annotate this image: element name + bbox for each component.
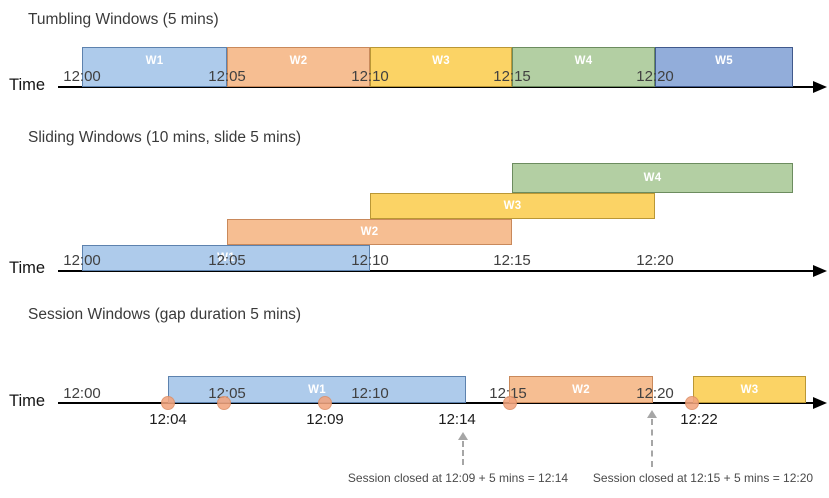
session-section-title: Session Windows (gap duration 5 mins) — [28, 306, 302, 323]
tumbling-window-box-w1: W1 — [82, 47, 227, 87]
sliding-section-title: Sliding Windows (10 mins, slide 5 mins) — [28, 129, 302, 146]
window-label: W5 — [715, 55, 733, 67]
event-dot — [318, 396, 332, 410]
session-closed-annotation-2: Session closed at 12:15 + 5 mins = 12:20 — [592, 471, 814, 485]
event-dot — [685, 396, 699, 410]
tick-label: 12:10 — [351, 252, 389, 269]
event-time-label: 12:04 — [149, 411, 187, 428]
window-label: W4 — [574, 55, 593, 67]
up-arrow-icon — [458, 432, 468, 440]
tick-label: 12:05 — [208, 252, 246, 269]
tumbling-window-box-w4: W4 — [512, 47, 655, 87]
tick-label: 12:00 — [63, 252, 101, 269]
tumbling-window-box-w5: W5 — [655, 47, 793, 87]
event-time-label: 12:22 — [680, 411, 718, 428]
event-dot — [503, 396, 517, 410]
tumbling-window-box-w3: W3 — [370, 47, 512, 87]
window-label: W1 — [217, 252, 235, 264]
session-closed-annotation-1: Session closed at 12:09 + 5 mins = 12:14 — [347, 471, 569, 485]
window-label: W2 — [572, 383, 590, 396]
tumbling-window-box-w2: W2 — [227, 47, 370, 87]
session-window-box-w2: W2 — [509, 376, 653, 403]
window-label: W2 — [289, 55, 308, 67]
event-time-label: 12:14 — [438, 411, 476, 428]
tick-label: 12:10 — [351, 68, 389, 85]
event-dot — [217, 396, 231, 410]
event-time-label: 12:09 — [306, 411, 344, 428]
tumbling-time-axis-label: Time — [9, 76, 46, 94]
up-arrow-icon — [647, 410, 657, 418]
window-label: W3 — [740, 383, 759, 396]
dashed-arrow-line — [651, 419, 653, 467]
session-window-box-w3: W3 — [693, 376, 806, 403]
tick-label: 12:20 — [636, 252, 674, 269]
window-label: W3 — [432, 55, 450, 67]
sliding-window-box-w2: W2 — [227, 219, 512, 245]
session-timeline-arrowhead-icon — [813, 397, 827, 409]
sliding-window-box-w3: W3 — [370, 193, 655, 219]
sliding-time-axis-label: Time — [9, 259, 46, 277]
window-label: W1 — [145, 55, 164, 67]
tumbling-timeline-arrowhead-icon — [813, 81, 827, 93]
tick-label: 12:00 — [63, 68, 101, 85]
tumbling-timeline — [58, 86, 813, 88]
tick-label: 12:15 — [493, 68, 531, 85]
sliding-timeline-arrowhead-icon — [813, 265, 827, 277]
tick-label: 12:20 — [636, 385, 674, 402]
sliding-timeline — [58, 270, 813, 272]
tick-label: 12:20 — [636, 68, 674, 85]
sliding-window-box-w4: W4 — [512, 163, 793, 193]
sliding-window-box-w1: W1 — [82, 245, 370, 271]
dashed-arrow-line — [462, 441, 464, 465]
event-dot — [161, 396, 175, 410]
tick-label: 12:10 — [351, 385, 389, 402]
tick-label: 12:15 — [493, 252, 531, 269]
tick-label: 12:00 — [63, 385, 101, 402]
tick-label: 12:05 — [208, 68, 246, 85]
window-label: W2 — [360, 226, 379, 238]
session-timeline — [58, 402, 813, 404]
session-time-axis-label: Time — [9, 392, 46, 410]
tumbling-section-title: Tumbling Windows (5 mins) — [28, 11, 219, 28]
window-label: W1 — [308, 383, 326, 396]
window-label: W3 — [503, 200, 522, 212]
window-label: W4 — [643, 172, 662, 184]
tick-label: 12:15 — [489, 385, 527, 402]
